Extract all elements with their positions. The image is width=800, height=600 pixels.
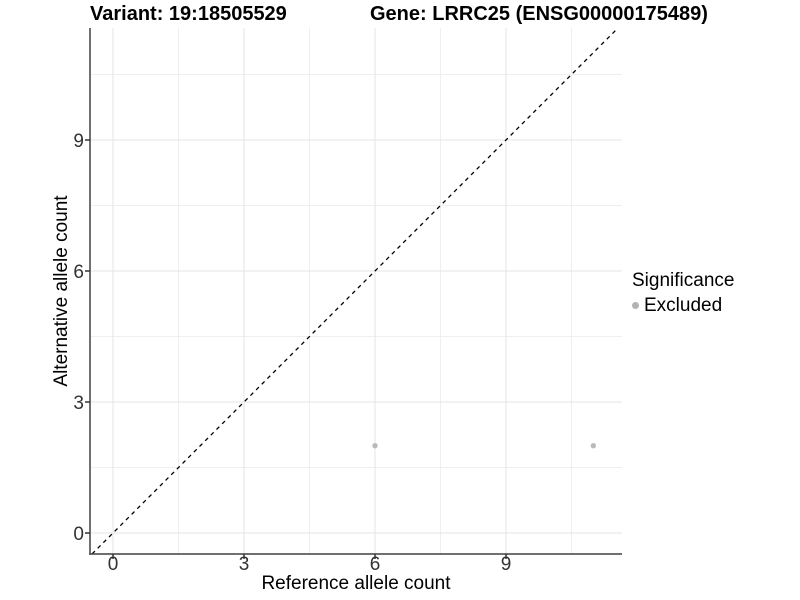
y-tick-label: 9 [73, 131, 84, 152]
data-point-excluded [590, 442, 597, 449]
plot-title-variant: Variant: 19:18505529 [90, 3, 287, 25]
x-tick-label: 3 [239, 554, 250, 575]
data-point-excluded [372, 442, 378, 449]
x-tick-label: 9 [501, 554, 512, 575]
legend: Significance Excluded [632, 270, 734, 316]
legend-entry-excluded: Excluded [632, 295, 734, 316]
identity-dashed-line [91, 28, 619, 554]
y-tick-label: 0 [73, 524, 84, 545]
y-tick-label: 6 [73, 262, 84, 283]
legend-title: Significance [632, 270, 735, 291]
x-axis-label: Reference allele count [261, 573, 451, 594]
plot-title-gene: Gene: LRRC25 (ENSG00000175489) [370, 3, 708, 25]
x-tick-label: 0 [108, 554, 119, 575]
x-tick-label: 6 [370, 554, 381, 575]
y-tick-label: 3 [73, 393, 84, 414]
legend-key-dot-icon [632, 302, 639, 309]
y-axis-label: Alternative allele count [51, 195, 72, 387]
legend-entry-label: Excluded [644, 295, 723, 316]
